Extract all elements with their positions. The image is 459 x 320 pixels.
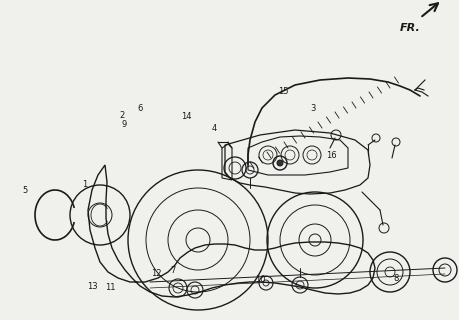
Text: 9: 9 — [121, 120, 127, 129]
Text: 6: 6 — [137, 104, 143, 113]
Circle shape — [276, 160, 282, 166]
Text: 14: 14 — [181, 112, 191, 121]
Text: 13: 13 — [86, 282, 97, 291]
Text: 3: 3 — [309, 104, 315, 113]
Text: 16: 16 — [325, 151, 336, 160]
Text: 1: 1 — [82, 180, 88, 188]
Text: 7: 7 — [169, 266, 175, 275]
Text: 2: 2 — [119, 111, 124, 120]
Text: 10: 10 — [254, 276, 264, 284]
Text: 12: 12 — [151, 269, 161, 278]
Text: 11: 11 — [105, 284, 115, 292]
Text: 15: 15 — [277, 87, 287, 96]
Text: FR.: FR. — [399, 23, 420, 33]
Text: 8: 8 — [392, 274, 397, 283]
Text: 4: 4 — [211, 124, 216, 132]
Text: 5: 5 — [22, 186, 28, 195]
